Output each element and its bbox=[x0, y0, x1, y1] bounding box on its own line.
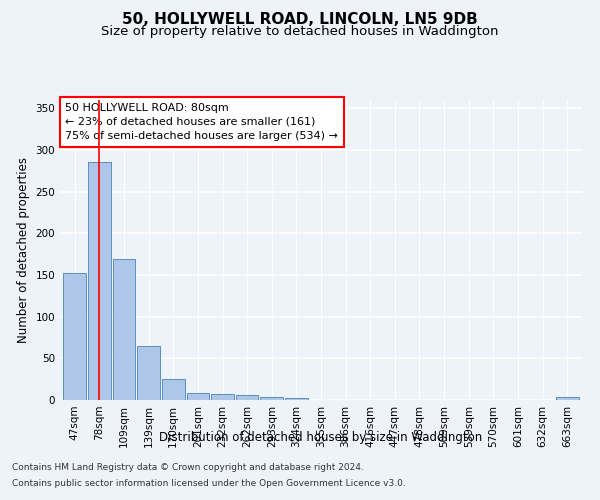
Bar bbox=[187, 392, 209, 400]
Text: Size of property relative to detached houses in Waddington: Size of property relative to detached ho… bbox=[101, 25, 499, 38]
Bar bbox=[260, 396, 283, 400]
Bar bbox=[162, 379, 185, 400]
Bar bbox=[285, 398, 308, 400]
Bar bbox=[113, 259, 136, 400]
Bar bbox=[64, 272, 86, 400]
Text: Contains public sector information licensed under the Open Government Licence v3: Contains public sector information licen… bbox=[12, 478, 406, 488]
Text: Contains HM Land Registry data © Crown copyright and database right 2024.: Contains HM Land Registry data © Crown c… bbox=[12, 464, 364, 472]
Bar bbox=[211, 394, 234, 400]
Text: Distribution of detached houses by size in Waddington: Distribution of detached houses by size … bbox=[160, 431, 482, 444]
Text: 50, HOLLYWELL ROAD, LINCOLN, LN5 9DB: 50, HOLLYWELL ROAD, LINCOLN, LN5 9DB bbox=[122, 12, 478, 28]
Bar bbox=[88, 162, 111, 400]
Bar bbox=[137, 346, 160, 400]
Text: 50 HOLLYWELL ROAD: 80sqm
← 23% of detached houses are smaller (161)
75% of semi-: 50 HOLLYWELL ROAD: 80sqm ← 23% of detach… bbox=[65, 103, 338, 141]
Bar bbox=[556, 396, 578, 400]
Bar bbox=[236, 395, 259, 400]
Y-axis label: Number of detached properties: Number of detached properties bbox=[17, 157, 30, 343]
